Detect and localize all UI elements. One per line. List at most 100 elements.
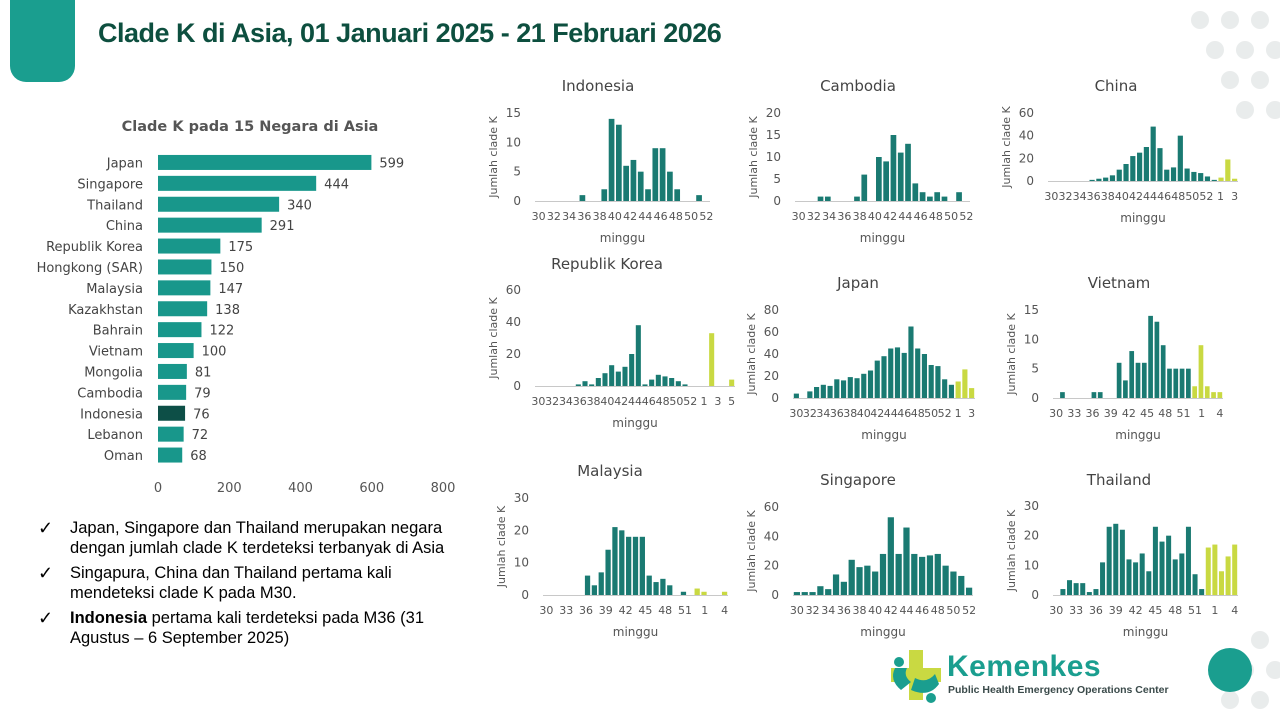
panel-bar (1184, 168, 1190, 181)
panel-ytick-label: 80 (764, 303, 779, 317)
panel-xtick-label: 32 (806, 604, 820, 617)
panel-bar (1211, 179, 1217, 181)
panel-xtick-label: 34 (816, 407, 830, 420)
panel-xtick-label: 40 (1115, 190, 1129, 203)
panel-xtick-label: 42 (619, 604, 633, 617)
panel-bar (965, 587, 973, 595)
panel-ylabel: Jumlah clade K (495, 505, 508, 588)
asia-xtick-label: 0 (154, 481, 162, 496)
panel-bar (840, 581, 847, 595)
panel-bar (608, 118, 615, 201)
panel-bar (854, 378, 860, 398)
bullet-list: ✓ Japan, Singapore dan Thailand merupaka… (38, 518, 478, 653)
panel-bar (1167, 368, 1172, 398)
panel-xlabel: minggu (1123, 625, 1168, 639)
panel-bar (598, 572, 604, 595)
panel-bar (653, 582, 659, 595)
panel-ytick-label: 20 (1019, 151, 1034, 165)
panel-bar (962, 369, 968, 398)
panel-xtick-label: 46 (1157, 190, 1171, 203)
asia-value-label: 340 (287, 198, 312, 213)
panel-bar (1204, 176, 1211, 181)
panel-xtick-label: 51 (1176, 407, 1190, 420)
panel-xlabel: minggu (600, 231, 645, 245)
panel-xtick-label: 30 (1049, 407, 1063, 420)
panel-bar (1172, 559, 1178, 595)
decorative-circle (1208, 648, 1252, 692)
panel-bar (1080, 583, 1086, 595)
asia-category-label: Oman (104, 449, 143, 464)
panel-xtick-label: 33 (1069, 604, 1083, 617)
panel-xtick-label: 1 (955, 407, 962, 420)
asia-category-label: Indonesia (80, 407, 143, 422)
check-icon: ✓ (38, 608, 54, 628)
panel-bar (675, 381, 681, 386)
panel-bar (1129, 351, 1135, 398)
panel-bar (1126, 559, 1132, 595)
panel-bar (793, 393, 799, 398)
panel-bar (887, 517, 894, 595)
panel-xlabel: minggu (861, 428, 906, 442)
panel-xtick-label: 34 (562, 210, 576, 223)
panel-ytick-label: 10 (766, 150, 781, 164)
panel-xtick-label: 46 (915, 604, 929, 617)
asia-bar (158, 175, 317, 191)
panel-ytick-label: 10 (1024, 558, 1039, 572)
panel-bar (1091, 392, 1097, 398)
panel-bar (601, 189, 608, 201)
panel-ytick-label: 40 (506, 315, 521, 329)
bullet-strong: Indonesia (70, 609, 148, 627)
panel-xtick-label: 52 (683, 395, 697, 408)
panel-ytick-label: 0 (1026, 174, 1034, 188)
check-icon: ✓ (38, 518, 54, 538)
panel-bar (595, 378, 601, 386)
panel-title: Thailand (1086, 471, 1151, 489)
panel-bar (872, 571, 879, 595)
panel-xtick-label: 44 (899, 604, 913, 617)
asia-xtick-label: 800 (431, 481, 456, 496)
panel-bar (1218, 177, 1224, 181)
asia-value-label: 76 (193, 407, 210, 422)
asia-bar (158, 363, 187, 379)
asia-value-label: 72 (192, 428, 209, 443)
panel-bar (721, 591, 728, 595)
panel-ytick-label: 10 (1024, 332, 1039, 346)
panel-bar (1135, 362, 1141, 398)
panel-bar (1154, 321, 1160, 398)
panel-xtick-label: 32 (547, 210, 561, 223)
panel-xtick-label: 34 (822, 210, 836, 223)
asia-bar (158, 426, 184, 442)
panel-ytick-label: 0 (521, 588, 529, 602)
check-icon: ✓ (38, 563, 54, 583)
panel-xtick-label: 30 (1044, 190, 1058, 203)
panel-xtick-label: 36 (579, 604, 593, 617)
asia-category-label: Republik Korea (46, 240, 143, 255)
panel-bar (861, 174, 868, 201)
panel-xtick-label: 42 (1129, 604, 1143, 617)
asia-category-label: Vietnam (89, 345, 143, 360)
panel-bar (1141, 362, 1147, 398)
panel-bar (602, 373, 608, 386)
panel-ytick-label: 15 (766, 128, 781, 142)
panel-xtick-label: 34 (821, 604, 835, 617)
panel-xtick-label: 36 (1087, 190, 1101, 203)
panel-ytick-label: 40 (764, 529, 779, 543)
panel-xtick-label: 42 (883, 210, 897, 223)
asia-bar (158, 301, 208, 317)
panel-xtick-label: 52 (959, 210, 973, 223)
asia-category-label: Thailand (86, 198, 143, 213)
panel-bar (1152, 526, 1158, 595)
panel-bar (615, 371, 621, 386)
panel-xtick-label: 33 (559, 604, 573, 617)
panel-xtick-label: 36 (577, 210, 591, 223)
panel-ytick-label: 60 (764, 325, 779, 339)
panel-bar (1133, 562, 1139, 595)
panel-bar (1160, 345, 1166, 398)
asia-xtick-label: 200 (217, 481, 242, 496)
panel-bar (667, 171, 673, 201)
panel-bar (639, 536, 645, 595)
asia-category-label: Mongolia (84, 365, 143, 380)
panel-bar (820, 384, 826, 398)
panel-bar (680, 591, 687, 595)
panel-ytick-label: 0 (1031, 391, 1039, 405)
